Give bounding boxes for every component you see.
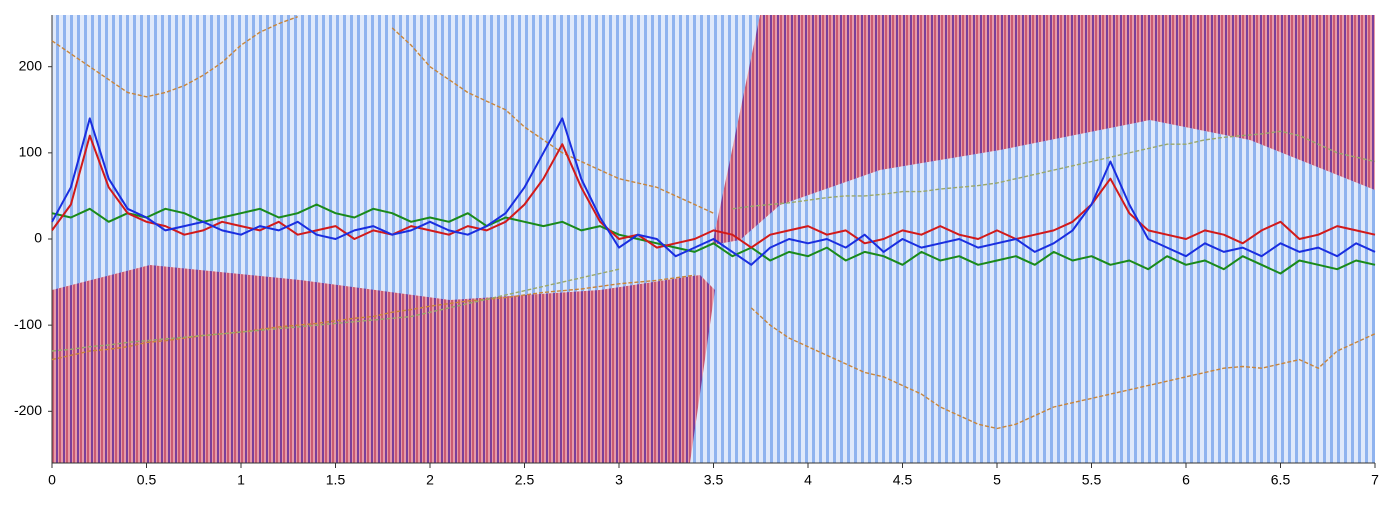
series-line — [51, 268, 620, 352]
x-tick-label: 2 — [426, 472, 434, 488]
pink-band — [712, 15, 1375, 245]
x-tick-label: 5.5 — [1082, 472, 1102, 488]
x-tick-label: 3.5 — [704, 472, 724, 488]
series-line — [51, 117, 1376, 266]
y-tick-label: -100 — [14, 316, 42, 332]
x-tick-label: 6 — [1182, 472, 1190, 488]
pink-band — [52, 265, 715, 463]
x-tick-label: 2.5 — [515, 472, 535, 488]
series-line — [732, 130, 1376, 210]
x-tick-label: 6.5 — [1271, 472, 1291, 488]
y-tick-label: 100 — [19, 144, 43, 160]
series-line — [51, 203, 1376, 275]
x-tick-label: 0.5 — [137, 472, 157, 488]
y-tick-label: 0 — [34, 230, 42, 246]
x-tick-label: 7 — [1371, 472, 1379, 488]
y-tick-label: -200 — [14, 402, 42, 418]
x-tick-label: 3 — [615, 472, 623, 488]
x-tick-label: 5 — [993, 472, 1001, 488]
y-tick-label: 200 — [19, 57, 43, 73]
series-line — [51, 274, 1376, 430]
series-line — [51, 134, 1376, 249]
x-tick-label: 0 — [48, 472, 56, 488]
x-tick-label: 4 — [804, 472, 812, 488]
series-line — [51, 16, 714, 214]
x-tick-label: 1.5 — [326, 472, 346, 488]
x-tick-label: 1 — [237, 472, 245, 488]
x-tick-label: 4.5 — [893, 472, 913, 488]
